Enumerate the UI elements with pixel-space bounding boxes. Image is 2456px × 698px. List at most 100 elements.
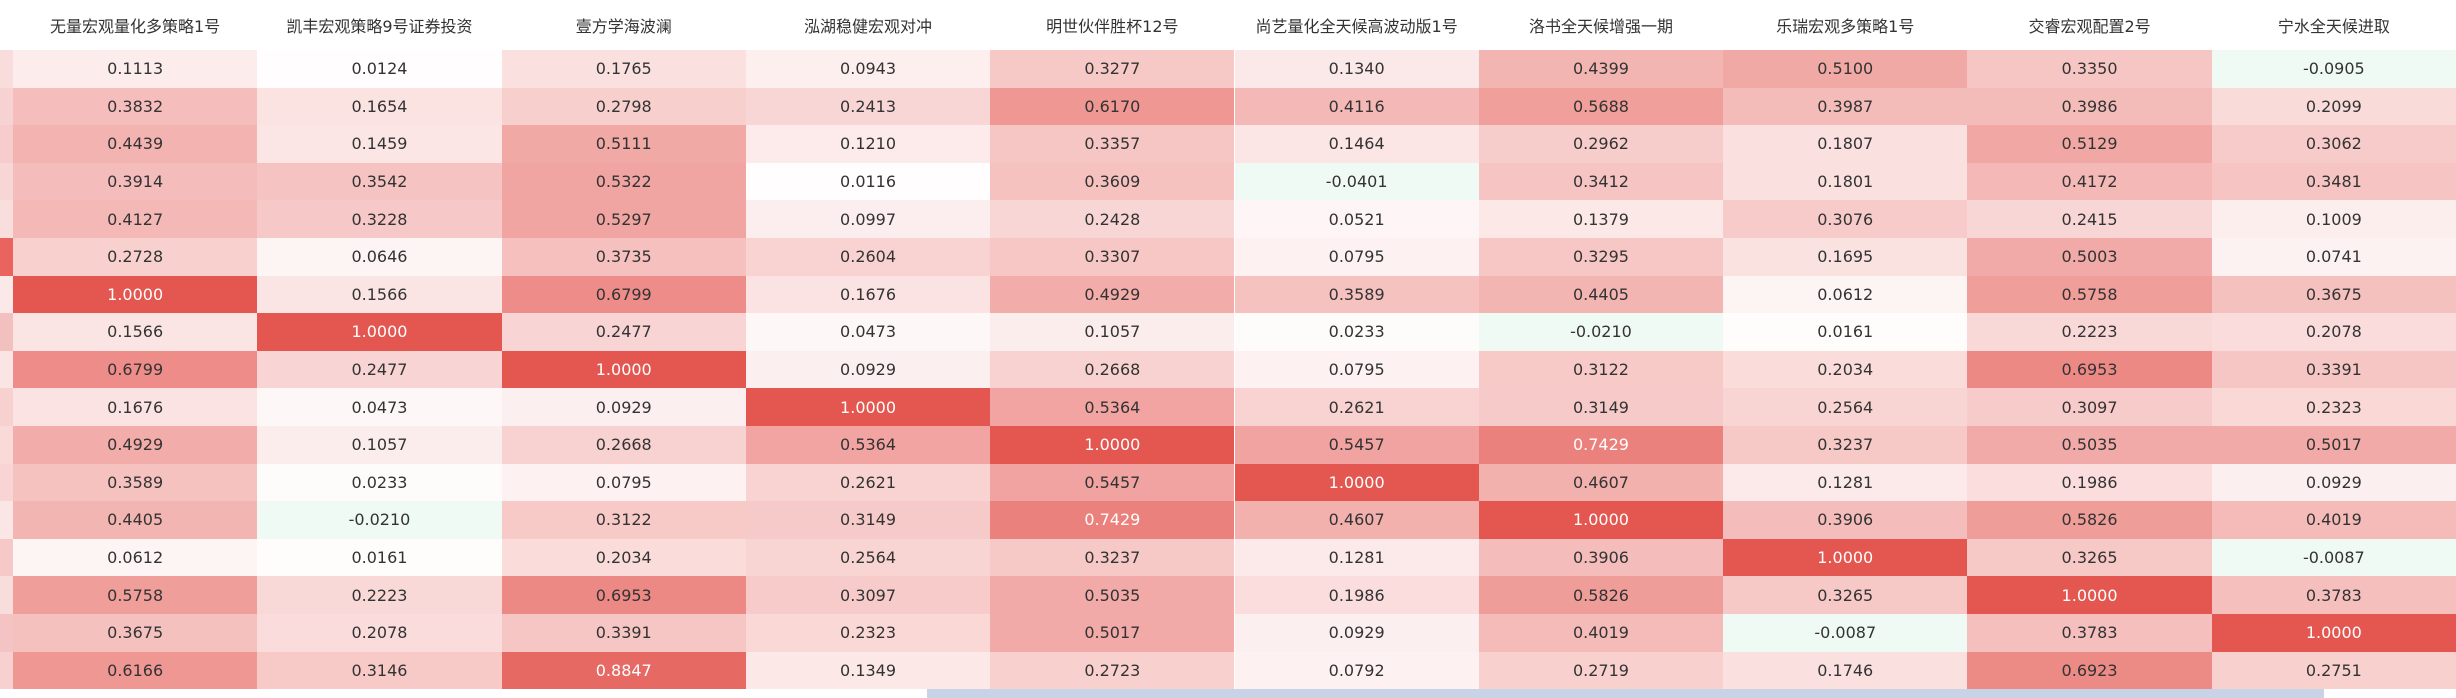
- table-cell: 0.5017: [990, 614, 1235, 652]
- table-cell: 0.2564: [1723, 388, 1968, 426]
- row-stripe: [0, 125, 13, 163]
- table-cell: 0.0741: [2211, 238, 2456, 276]
- column-header: 泓湖稳健宏观对冲: [804, 17, 933, 36]
- table-cell: 0.3146: [257, 651, 502, 690]
- column-header: 尚艺量化全天候高波动版1号: [1255, 17, 1458, 36]
- table-cell: 0.0795: [501, 463, 746, 502]
- table-cell: 0.3295: [1478, 238, 1724, 276]
- table-cell: 0.2413: [745, 87, 991, 126]
- table-cell: 0.3097: [1967, 388, 2212, 426]
- table-cell: 0.5826: [1478, 576, 1724, 614]
- row-stripe: [0, 576, 13, 614]
- table-cell: 0.1986: [1967, 463, 2212, 502]
- table-cell: 0.0929: [2211, 463, 2456, 502]
- table-cell: 0.1654: [257, 87, 502, 126]
- table-cell: 0.1281: [1723, 463, 1968, 502]
- table-cell: 0.0943: [745, 50, 991, 88]
- table-cell: 0.3589: [1234, 275, 1479, 314]
- table-cell: 0.3122: [501, 501, 746, 539]
- table-cell: 0.5457: [990, 463, 1235, 502]
- row-stripe: [0, 501, 13, 539]
- table-cell: 0.4607: [1478, 463, 1724, 502]
- scrollbar[interactable]: [927, 689, 2324, 698]
- table-cell: 0.5035: [990, 576, 1235, 614]
- table-cell: 0.2668: [990, 350, 1235, 389]
- table-cell: 0.2477: [501, 313, 746, 351]
- table-cell: 0.0473: [745, 313, 991, 351]
- table-cell: 0.0792: [1234, 651, 1479, 690]
- table-cell: 0.4929: [13, 426, 258, 464]
- table-cell: 0.2604: [745, 238, 991, 276]
- table-cell: 0.3542: [257, 162, 502, 201]
- table-cell: 0.0161: [1723, 313, 1968, 351]
- table-cell: 0.4019: [2211, 501, 2456, 539]
- table-cell: 0.0161: [257, 538, 502, 577]
- table-cell: 0.1801: [1723, 162, 1968, 201]
- row-stripe: [0, 614, 13, 652]
- table-cell: 0.2962: [1478, 125, 1724, 163]
- table-cell: 0.2621: [745, 463, 991, 502]
- table-cell: 0.3391: [501, 614, 746, 652]
- column-header: 无量宏观量化多策略1号: [50, 17, 221, 36]
- table-cell: 0.1807: [1723, 125, 1968, 163]
- table-cell: 0.5758: [1967, 275, 2212, 314]
- row-stripe: [0, 238, 13, 276]
- table-cell: 0.4607: [1234, 501, 1479, 539]
- table-cell: 0.3914: [13, 162, 258, 201]
- table-cell: 1.0000: [1478, 501, 1724, 539]
- table-cell: 0.5322: [501, 162, 746, 201]
- table-cell: 1.0000: [1723, 538, 1968, 577]
- table-cell: 0.1210: [745, 125, 991, 163]
- table-cell: 0.0233: [1234, 313, 1479, 351]
- table-cell: 0.2223: [257, 576, 502, 614]
- table-cell: 0.5017: [2211, 426, 2456, 464]
- column-header: 乐瑞宏观多策略1号: [1776, 17, 1915, 36]
- table-cell: 0.0612: [1723, 275, 1968, 314]
- row-stripe: [0, 50, 13, 88]
- table-cell: 1.0000: [13, 275, 258, 314]
- table-cell: 0.3906: [1478, 538, 1724, 577]
- table-cell: 0.6799: [13, 350, 258, 389]
- table-cell: 0.2223: [1967, 313, 2212, 351]
- table-cell: 0.2798: [501, 87, 746, 126]
- table-cell: 0.1349: [745, 651, 991, 690]
- table-cell: -0.0210: [1478, 313, 1724, 351]
- table-cell: 0.1566: [257, 275, 502, 314]
- row-stripe: [0, 426, 13, 464]
- table-cell: 0.2668: [501, 426, 746, 464]
- table-cell: 0.3076: [1723, 200, 1968, 238]
- table-cell: 0.7429: [990, 501, 1235, 539]
- table-cell: 0.3357: [990, 125, 1235, 163]
- table-cell: 0.0124: [257, 50, 502, 88]
- row-stripe: [0, 313, 13, 351]
- table-cell: 0.5758: [13, 576, 258, 614]
- table-cell: 0.4127: [13, 200, 258, 238]
- table-cell: 0.5364: [745, 426, 991, 464]
- table-cell: 0.4019: [1478, 614, 1724, 652]
- table-cell: 0.4172: [1967, 162, 2212, 201]
- table-cell: 0.2723: [990, 651, 1235, 690]
- table-cell: -0.0210: [257, 501, 502, 539]
- table-cell: 0.5003: [1967, 238, 2212, 276]
- table-cell: 0.5129: [1967, 125, 2212, 163]
- table-cell: 0.5688: [1478, 87, 1724, 126]
- table-cell: 0.5457: [1234, 426, 1479, 464]
- table-cell: 1.0000: [1234, 463, 1479, 502]
- table-cell: 0.3832: [13, 87, 258, 126]
- table-cell: 0.2034: [1723, 350, 1968, 389]
- table-cell: 1.0000: [990, 426, 1235, 464]
- table-cell: 0.3986: [1967, 87, 2212, 126]
- table-cell: 0.4116: [1234, 87, 1479, 126]
- table-cell: 0.1566: [13, 313, 258, 351]
- table-cell: 0.6953: [1967, 350, 2212, 389]
- table-cell: 0.0612: [13, 538, 258, 577]
- table-cell: 0.3481: [2211, 162, 2456, 201]
- table-cell: 0.2323: [2211, 388, 2456, 426]
- table-cell: 0.2428: [990, 200, 1235, 238]
- table-cell: 0.3412: [1478, 162, 1724, 201]
- table-cell: 0.3237: [990, 538, 1235, 577]
- row-stripe: [0, 350, 13, 389]
- table-cell: 0.1340: [1234, 50, 1479, 88]
- table-cell: 0.1746: [1723, 651, 1968, 690]
- table-cell: 0.0521: [1234, 200, 1479, 238]
